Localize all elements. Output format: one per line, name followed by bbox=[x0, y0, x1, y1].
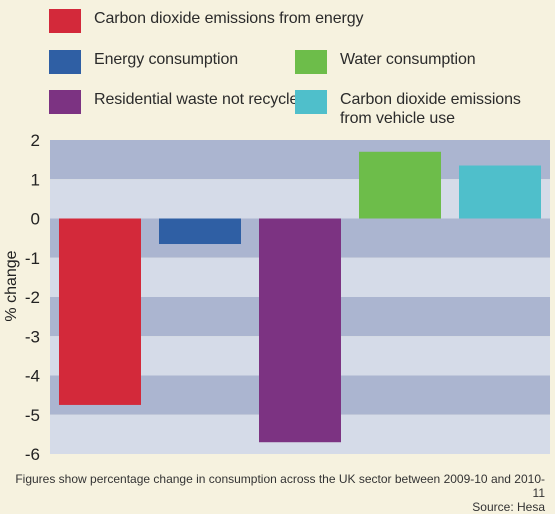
bar bbox=[459, 165, 541, 219]
legend-swatch bbox=[49, 9, 81, 33]
legend-label: Residential waste not recycled bbox=[94, 91, 308, 108]
y-tick-label: 2 bbox=[31, 132, 40, 150]
legend-swatch bbox=[295, 90, 327, 114]
legend-item-co2-energy: Carbon dioxide emissions from energy bbox=[49, 9, 364, 33]
y-tick-label: -6 bbox=[25, 445, 40, 464]
y-tick-label: -1 bbox=[25, 249, 40, 268]
bar bbox=[59, 218, 141, 405]
y-tick-label: 0 bbox=[31, 210, 40, 229]
legend: Carbon dioxide emissions from energy Ene… bbox=[0, 0, 555, 136]
legend-label: Carbon dioxide emissions from energy bbox=[94, 10, 364, 27]
y-tick-label: 1 bbox=[31, 170, 40, 189]
y-tick-label: -2 bbox=[25, 288, 40, 307]
legend-swatch bbox=[295, 50, 327, 74]
legend-label: Energy consumption bbox=[94, 51, 239, 68]
y-tick-label: -3 bbox=[25, 327, 40, 346]
caption: Figures show percentage change in consum… bbox=[15, 472, 545, 500]
bar bbox=[159, 218, 241, 245]
bar bbox=[359, 151, 441, 219]
bar bbox=[259, 218, 341, 443]
y-tick-label: -5 bbox=[25, 406, 40, 425]
legend-item-co2-vehicle: Carbon dioxide emissions from vehicle us… bbox=[295, 90, 521, 128]
legend-label: Water consumption bbox=[340, 51, 476, 68]
y-tick-label: -4 bbox=[25, 367, 40, 386]
legend-item-energy-consumption: Energy consumption bbox=[49, 50, 238, 74]
legend-swatch bbox=[49, 50, 81, 74]
legend-item-water-consumption: Water consumption bbox=[295, 50, 476, 74]
legend-swatch bbox=[49, 90, 81, 114]
bar-chart: 2 1 0 -1 -2 -3 -4 -5 -6 % change bbox=[3, 132, 550, 464]
legend-item-residential-waste: Residential waste not recycled bbox=[49, 90, 307, 114]
bars bbox=[59, 151, 541, 443]
y-axis-ticks: 2 1 0 -1 -2 -3 -4 -5 -6 bbox=[25, 132, 40, 464]
y-axis-label: % change bbox=[3, 250, 20, 321]
source: Source: Hesa bbox=[472, 500, 545, 514]
legend-label: Carbon dioxide emissions from vehicle us… bbox=[340, 91, 521, 127]
